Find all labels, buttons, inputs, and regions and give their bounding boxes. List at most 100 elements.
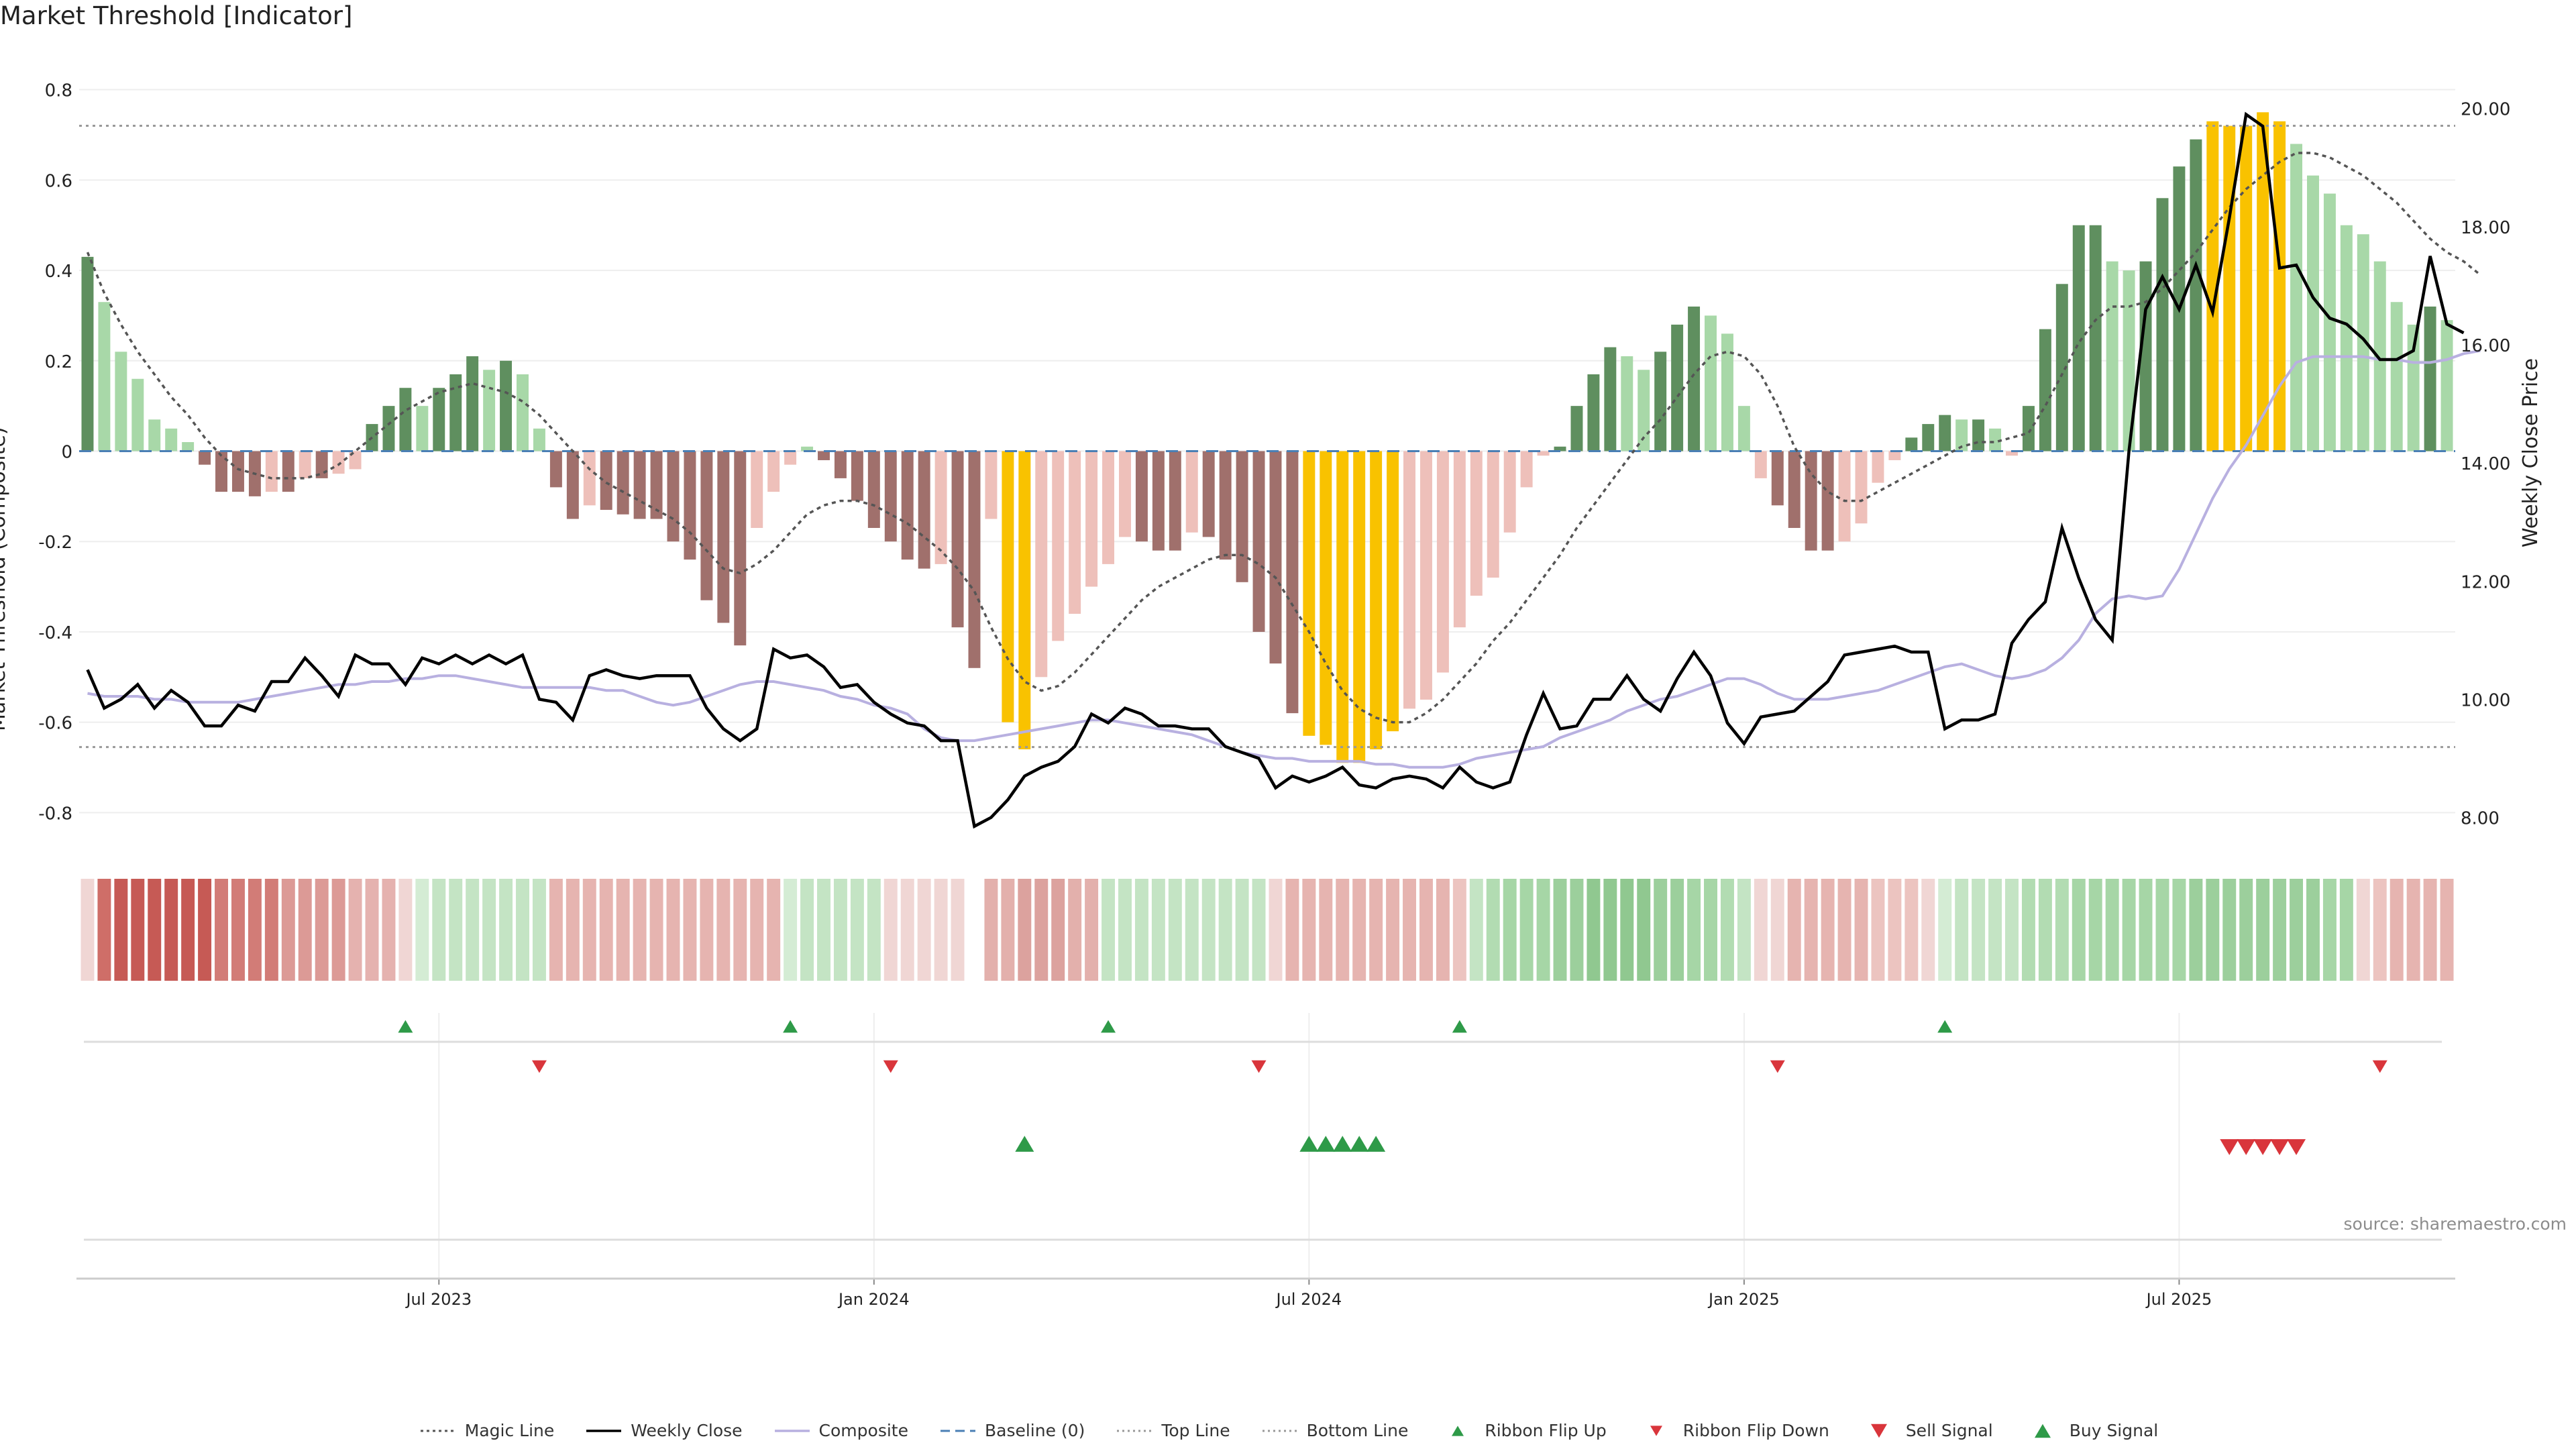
- ribbon-cell: [1519, 879, 1534, 981]
- composite-bar: [399, 388, 412, 451]
- ribbon-cell: [398, 879, 413, 981]
- composite-bar: [231, 451, 244, 492]
- ribbon-cell: [2406, 879, 2420, 981]
- ribbon-cell: [2072, 879, 2086, 981]
- composite-bar: [2022, 406, 2035, 451]
- ribbon-cell: [2222, 879, 2237, 981]
- composite-bar: [332, 451, 345, 474]
- ribbon-cell: [1804, 879, 1818, 981]
- ribbon-flip-up-marker: [783, 1020, 798, 1033]
- ribbon-cell: [2356, 879, 2370, 981]
- chart-title: Market Threshold [Indicator]: [0, 1, 353, 30]
- legend-item: Weekly Close: [584, 1421, 743, 1440]
- composite-bar: [165, 428, 178, 451]
- ribbon-cell: [2273, 879, 2287, 981]
- ribbon-flip-down-marker: [1251, 1060, 1267, 1073]
- ribbon-cell: [1469, 879, 1483, 981]
- y-tick-label: 0: [61, 443, 72, 463]
- ribbon-cell: [1821, 879, 1835, 981]
- ribbon-cell: [1018, 879, 1032, 981]
- composite-bar: [951, 451, 964, 628]
- ribbon-cell: [1921, 879, 1935, 981]
- ribbon-cell: [114, 879, 128, 981]
- ribbon-cell: [516, 879, 529, 981]
- composite-bar: [1771, 451, 1784, 506]
- legend-label: Ribbon Flip Down: [1682, 1421, 1829, 1440]
- composite-bar: [148, 419, 161, 451]
- composite-bar: [867, 451, 880, 528]
- ribbon-cell: [2172, 879, 2186, 981]
- legend-item: Sell Signal: [1859, 1421, 1993, 1440]
- y-tick-label: -0.6: [38, 714, 72, 734]
- y2-tick-label: 16.00: [2461, 336, 2510, 356]
- ribbon-cell: [1654, 879, 1668, 981]
- composite-bar: [1587, 374, 1600, 451]
- composite-bar: [115, 352, 127, 451]
- ribbon-cell: [348, 879, 362, 981]
- ribbon-cell: [850, 879, 864, 981]
- composite-bar: [131, 378, 144, 451]
- composite-bar: [1102, 451, 1115, 564]
- composite-bar: [433, 388, 445, 451]
- composite-bar: [1737, 406, 1750, 451]
- y-axis-title: Market Threshold (Composite): [0, 427, 10, 731]
- x-tick-label: Jan 2025: [1707, 1290, 1780, 1309]
- ribbon-cell: [1938, 879, 1952, 981]
- ribbon-cell: [1972, 879, 1986, 981]
- legend-label: Magic Line: [464, 1421, 555, 1440]
- composite-bar: [1654, 352, 1667, 451]
- ribbon-cell: [1235, 879, 1249, 981]
- composite-bar: [1838, 451, 1851, 542]
- ribbon-cell: [1620, 879, 1634, 981]
- ribbon-cell: [633, 879, 647, 981]
- ribbon-flip-down-marker: [883, 1060, 898, 1073]
- composite-bar: [466, 356, 479, 451]
- composite-bar: [2156, 198, 2169, 451]
- ribbon-cell: [2105, 879, 2119, 981]
- ribbon-cell: [917, 879, 931, 981]
- composite-bar: [1754, 451, 1767, 478]
- composite-bar: [1470, 451, 1483, 596]
- ribbon-cell: [1888, 879, 1902, 981]
- composite-bar: [1135, 451, 1148, 542]
- composite-bar: [566, 451, 579, 519]
- composite-bar: [2089, 225, 2102, 451]
- ribbon-cell: [2306, 879, 2320, 981]
- composite-bar: [1905, 437, 1918, 451]
- legend: Magic Line Weekly Close Composite Baseline …: [0, 1421, 2576, 1440]
- ribbon-cell: [1118, 879, 1132, 981]
- composite-bar: [1453, 451, 1466, 628]
- sell-signal-marker: [2287, 1139, 2306, 1155]
- ribbon-cell: [2155, 879, 2169, 981]
- composite-bar: [2390, 302, 2403, 451]
- ribbon-cell: [97, 879, 111, 981]
- composite-bar: [985, 451, 998, 519]
- composite-bar: [549, 451, 562, 488]
- composite-bar: [2206, 121, 2219, 451]
- composite-bar: [1520, 451, 1533, 488]
- composite-bar: [633, 451, 646, 519]
- weekly-close-line: [86, 111, 2465, 829]
- composite-bar: [282, 451, 294, 492]
- composite-bar: [483, 370, 496, 451]
- signal-rows: [84, 1020, 2442, 1241]
- ribbon-cell: [800, 879, 814, 981]
- composite-bar: [2240, 125, 2253, 451]
- ribbon-cell: [1486, 879, 1500, 981]
- ribbon-cell: [867, 879, 881, 981]
- ribbon-cell: [264, 879, 278, 981]
- ribbon-cell: [365, 879, 379, 981]
- ribbon-cell: [2440, 879, 2454, 981]
- composite-bar: [81, 256, 94, 451]
- composite-bar: [834, 451, 847, 478]
- ribbon-cell: [2189, 879, 2203, 981]
- composite-bar: [884, 451, 897, 542]
- legend-label: Baseline (0): [984, 1421, 1085, 1440]
- composite-bar: [2407, 324, 2420, 451]
- ribbon-cell: [415, 879, 429, 981]
- ribbon-cell: [1302, 879, 1316, 981]
- composite-bar: [968, 451, 981, 668]
- composite-bar: [851, 451, 863, 501]
- composite-bar: [2190, 139, 2202, 451]
